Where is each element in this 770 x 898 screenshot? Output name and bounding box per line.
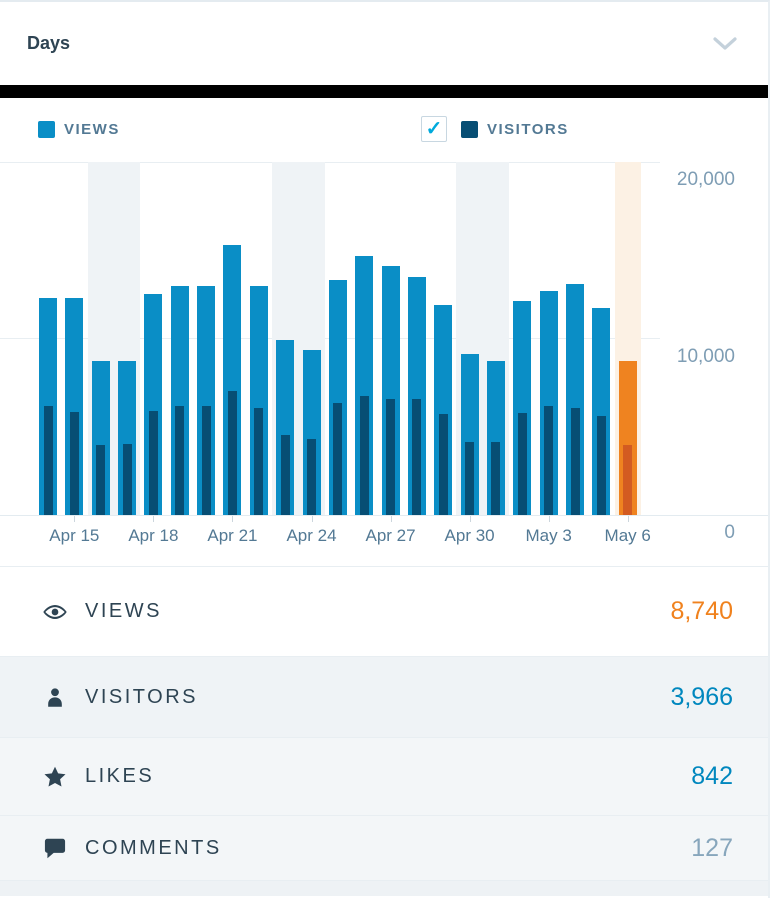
tab-likes-label: LIKES: [85, 765, 155, 787]
visitors-bar[interactable]: [227, 391, 237, 515]
visitors-bar[interactable]: [69, 412, 79, 515]
visitors-bar[interactable]: [201, 406, 211, 515]
chart-plot: [0, 162, 768, 515]
x-axis-tick: [232, 516, 234, 522]
x-axis-tick: [627, 516, 629, 522]
visitors-bar[interactable]: [570, 408, 580, 515]
x-axis-label: Apr 15: [49, 526, 100, 545]
visitors-bar[interactable]: [175, 406, 185, 515]
y-axis-label: 20,000: [676, 169, 735, 190]
visitors-bar[interactable]: [438, 414, 448, 515]
visitors-bar[interactable]: [596, 416, 606, 515]
x-axis-tick: [469, 516, 471, 522]
visitors-bar[interactable]: [280, 435, 290, 515]
visitors-swatch: [461, 120, 478, 138]
visitors-bar-current[interactable]: [623, 445, 633, 515]
user-icon: [40, 684, 70, 710]
x-axis-label: May 6: [604, 526, 651, 545]
legend-views-label: VIEWS: [64, 120, 120, 138]
x-axis-tick: [74, 516, 76, 522]
summary-tabs: VIEWS 8,740 VISITORS 3,966 LIKES 842 COM…: [0, 566, 768, 881]
visitors-bar[interactable]: [96, 445, 106, 515]
tab-likes[interactable]: LIKES 842: [0, 738, 768, 816]
visitors-bar[interactable]: [122, 444, 132, 515]
y-axis-label: 10,000: [676, 345, 735, 367]
comment-icon: [40, 835, 70, 861]
period-dropdown-label: Days: [27, 33, 71, 53]
x-axis-label: Apr 30: [444, 526, 495, 545]
visitors-bar[interactable]: [148, 411, 158, 515]
visitors-checkbox[interactable]: ✓: [421, 116, 447, 142]
x-axis-label: Apr 18: [128, 526, 179, 545]
x-axis-tick: [548, 516, 550, 522]
visitors-bar[interactable]: [386, 399, 396, 515]
black-divider-bar: [0, 85, 768, 98]
chart-baseline: [0, 515, 768, 516]
x-axis-label: Apr 21: [207, 526, 258, 545]
legend-visitors-label: VISITORS: [487, 120, 569, 138]
visitors-bar[interactable]: [359, 396, 369, 515]
tab-comments[interactable]: COMMENTS 127: [0, 816, 768, 881]
visitors-bar[interactable]: [517, 413, 527, 515]
legend-item-visitors: ✓ VISITORS: [421, 98, 569, 160]
chart-legend: VIEWS ✓ VISITORS: [0, 98, 768, 160]
visitors-bar[interactable]: [491, 442, 501, 515]
x-axis-tick: [311, 516, 313, 522]
x-axis-tick: [390, 516, 392, 522]
views-swatch: [38, 120, 55, 138]
visitors-bar[interactable]: [412, 399, 422, 515]
x-axis-label: Apr 24: [286, 526, 337, 545]
checkmark-icon: ✓: [425, 118, 443, 140]
period-dropdown[interactable]: Days: [0, 2, 768, 85]
footer-strip: [0, 881, 768, 896]
y-axis-label: 0: [724, 522, 735, 543]
tab-visitors-value: 3,966: [670, 682, 733, 711]
visitors-bar[interactable]: [307, 439, 316, 515]
tab-comments-label: COMMENTS: [85, 836, 222, 859]
visitors-bar[interactable]: [43, 406, 53, 515]
tab-views-label: VIEWS: [85, 600, 162, 622]
x-axis-label: Apr 27: [365, 526, 416, 545]
tab-visitors[interactable]: VISITORS 3,966: [0, 657, 768, 738]
visitors-bar[interactable]: [333, 403, 343, 515]
gridline-20000: [0, 162, 660, 163]
x-axis-tick: [153, 516, 155, 522]
views-visitors-chart: Apr 15 Apr 18 Apr 21 Apr 24 Apr 27 Apr 30 May …: [0, 160, 768, 566]
legend-item-views: VIEWS: [38, 98, 120, 160]
visitors-bar[interactable]: [544, 406, 554, 515]
tab-visitors-label: VISITORS: [85, 685, 198, 708]
chevron-down-icon: [713, 36, 737, 50]
x-axis-label: May 3: [525, 526, 572, 545]
tab-likes-value: 842: [691, 762, 733, 790]
visitors-bar[interactable]: [465, 442, 475, 515]
eye-icon: [40, 599, 70, 625]
visitors-bar[interactable]: [254, 408, 264, 515]
tab-comments-value: 127: [691, 833, 733, 862]
tab-views[interactable]: VIEWS 8,740: [0, 567, 768, 657]
tab-views-value: 8,740: [670, 597, 733, 625]
star-icon: [40, 764, 70, 790]
